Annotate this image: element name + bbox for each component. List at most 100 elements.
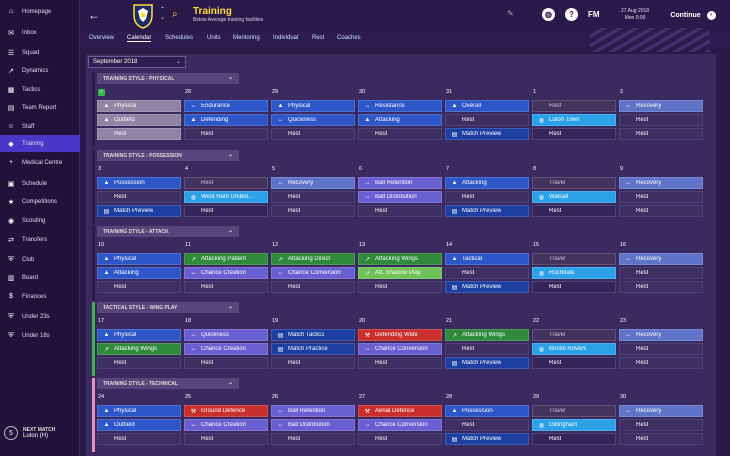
training-session-slot[interactable]: Rest xyxy=(97,191,181,203)
tab-units[interactable]: Units xyxy=(207,35,221,41)
training-session-slot[interactable]: ↔ Resistance xyxy=(358,100,442,112)
training-session-slot[interactable]: ▤ Match Preview xyxy=(445,205,529,217)
tab-rest[interactable]: Rest xyxy=(312,35,325,41)
training-session-slot[interactable]: ▲ Physical xyxy=(97,405,181,417)
sidebar-item-schedule[interactable]: ▣ Schedule xyxy=(0,175,80,192)
training-session-slot[interactable]: Rest xyxy=(184,281,268,293)
tab-individual[interactable]: Individual xyxy=(273,35,299,41)
sidebar-item-medical-centre[interactable]: + Medical Centre xyxy=(0,154,80,171)
training-session-slot[interactable]: ◍ Rochdale xyxy=(532,267,616,279)
training-session-slot[interactable]: Rest xyxy=(619,128,703,140)
training-session-slot[interactable]: Rest xyxy=(271,281,355,293)
training-session-slot[interactable]: Rest xyxy=(619,114,703,126)
training-session-slot[interactable]: ▲ Physical xyxy=(97,253,181,265)
training-session-slot[interactable]: ◍ West Ham United... xyxy=(184,191,268,203)
training-session-slot[interactable]: ↔ Ball Distribution xyxy=(271,419,355,431)
training-session-slot[interactable]: Rest xyxy=(619,191,703,203)
sidebar-item-under-23s[interactable]: ⛨ Under 23s xyxy=(0,308,80,325)
training-session-slot[interactable]: Rest xyxy=(97,357,181,369)
training-session-slot[interactable]: ▤ Match Preview xyxy=(445,433,529,445)
training-session-slot[interactable]: Travel xyxy=(532,405,616,417)
training-session-slot[interactable]: Rest xyxy=(97,281,181,293)
sidebar-item-team-report[interactable]: ▤ Team Report xyxy=(0,99,80,116)
training-session-slot[interactable]: ▲ Physical xyxy=(271,100,355,112)
sidebar-item-homepage[interactable]: ⌂ Homepage xyxy=(0,3,80,20)
training-session-slot[interactable]: ▲ Attacking xyxy=(97,267,181,279)
edit-icon[interactable]: ✎ xyxy=(507,9,514,18)
training-session-slot[interactable]: Rest xyxy=(532,433,616,445)
training-session-slot[interactable]: ◍ Walsall xyxy=(532,191,616,203)
training-session-slot[interactable]: ▲ Attacking xyxy=(358,114,442,126)
training-session-slot[interactable]: Rest xyxy=(358,357,442,369)
training-session-slot[interactable]: ▲ Defending xyxy=(184,114,268,126)
continue-button[interactable]: Continue › xyxy=(663,5,723,25)
training-session-slot[interactable]: ↗ Attacking Patient xyxy=(184,253,268,265)
fm-menu-button[interactable]: FM xyxy=(588,10,600,19)
training-style-dropdown[interactable]: TACTICAL STYLE - WING PLAY ⌄ xyxy=(97,302,239,313)
training-session-slot[interactable]: ↔ Recovery xyxy=(619,405,703,417)
training-session-slot[interactable]: ▲ Attacking xyxy=(445,177,529,189)
training-session-slot[interactable]: ↔ Quickness xyxy=(184,329,268,341)
back-arrow-icon[interactable]: ← xyxy=(88,8,100,22)
training-session-slot[interactable]: Rest xyxy=(445,114,529,126)
training-session-slot[interactable]: ↔ Ball Distribution xyxy=(358,191,442,203)
training-session-slot[interactable]: Rest xyxy=(271,205,355,217)
training-session-slot[interactable]: ▤ Match Preview xyxy=(445,357,529,369)
training-session-slot[interactable]: Rest xyxy=(445,343,529,355)
month-select[interactable]: September 2018 ⌄ xyxy=(88,56,186,68)
training-session-slot[interactable]: Rest xyxy=(619,357,703,369)
training-session-slot[interactable]: ⚒ Ground Defence xyxy=(184,405,268,417)
training-session-slot[interactable]: ▲ Physical xyxy=(97,100,181,112)
training-session-slot[interactable]: ↔ Recovery xyxy=(619,100,703,112)
training-session-slot[interactable]: ↗ Attacking Wings xyxy=(358,253,442,265)
training-session-slot[interactable]: ↗ Attacking Wings xyxy=(445,329,529,341)
training-session-slot[interactable]: Rest xyxy=(445,191,529,203)
training-session-slot[interactable]: Rest xyxy=(271,357,355,369)
sidebar-item-under-18s[interactable]: ⛨ Under 18s xyxy=(0,327,80,344)
training-session-slot[interactable]: ▲ Outfield xyxy=(97,419,181,431)
training-session-slot[interactable]: Rest xyxy=(97,433,181,445)
training-style-dropdown[interactable]: TRAINING STYLE - POSSESSION ⌄ xyxy=(97,150,239,161)
training-session-slot[interactable]: ▲ Possession xyxy=(445,405,529,417)
training-session-slot[interactable]: Travel xyxy=(532,329,616,341)
sidebar-item-board[interactable]: ▥ Board xyxy=(0,269,80,286)
training-session-slot[interactable]: ▤ Match Practice xyxy=(271,343,355,355)
training-session-slot[interactable]: Rest xyxy=(358,128,442,140)
training-session-slot[interactable]: Rest xyxy=(358,281,442,293)
training-session-slot[interactable]: ↔ Endurance xyxy=(184,100,268,112)
sidebar-item-staff[interactable]: ☺ Staff xyxy=(0,118,80,135)
training-session-slot[interactable]: Rest xyxy=(532,281,616,293)
sidebar-item-dynamics[interactable]: ↗ Dynamics xyxy=(0,62,80,79)
training-session-slot[interactable]: ▤ Match Preview xyxy=(445,281,529,293)
training-session-slot[interactable]: Rest xyxy=(184,177,268,189)
sidebar-item-inbox[interactable]: ✉ Inbox xyxy=(0,24,80,41)
training-session-slot[interactable]: Rest xyxy=(184,433,268,445)
training-session-slot[interactable]: ◍ Luton Town xyxy=(532,114,616,126)
training-session-slot[interactable]: ↔ Recovery xyxy=(271,177,355,189)
training-session-slot[interactable]: Rest xyxy=(532,205,616,217)
training-session-slot[interactable]: ↔ Chance Conversion xyxy=(271,267,355,279)
sidebar-item-scouting[interactable]: ◉ Scouting xyxy=(0,212,80,229)
training-session-slot[interactable]: ↔ Quickness xyxy=(271,114,355,126)
tab-overview[interactable]: Overview xyxy=(89,35,115,41)
training-session-slot[interactable]: ▲ Overall xyxy=(445,100,529,112)
training-session-slot[interactable]: Rest xyxy=(532,128,616,140)
club-switcher-icon[interactable]: ⌃ ⌄ xyxy=(160,7,166,21)
training-session-slot[interactable]: ↔ Recovery xyxy=(619,253,703,265)
sidebar-item-squad[interactable]: ☰ Squad xyxy=(0,44,80,61)
training-session-slot[interactable]: Rest xyxy=(619,433,703,445)
training-session-slot[interactable]: Rest xyxy=(619,419,703,431)
training-session-slot[interactable]: ▲ Outfield xyxy=(97,114,181,126)
training-session-slot[interactable]: Rest xyxy=(358,205,442,217)
training-session-slot[interactable]: Rest xyxy=(532,100,616,112)
training-session-slot[interactable]: Rest xyxy=(619,281,703,293)
training-session-slot[interactable]: ↗ Attacking Direct xyxy=(271,253,355,265)
training-session-slot[interactable]: Rest xyxy=(184,128,268,140)
training-session-slot[interactable]: Rest xyxy=(97,128,181,140)
training-session-slot[interactable]: ↔ Recovery xyxy=(619,177,703,189)
training-session-slot[interactable]: ▲ Tactical xyxy=(445,253,529,265)
sidebar-item-club[interactable]: ⛨ Club xyxy=(0,251,80,268)
training-session-slot[interactable]: ↗ Attacking Wings xyxy=(97,343,181,355)
tab-schedules[interactable]: Schedules xyxy=(165,35,194,41)
training-session-slot[interactable]: ▤ Match Tactics xyxy=(271,329,355,341)
